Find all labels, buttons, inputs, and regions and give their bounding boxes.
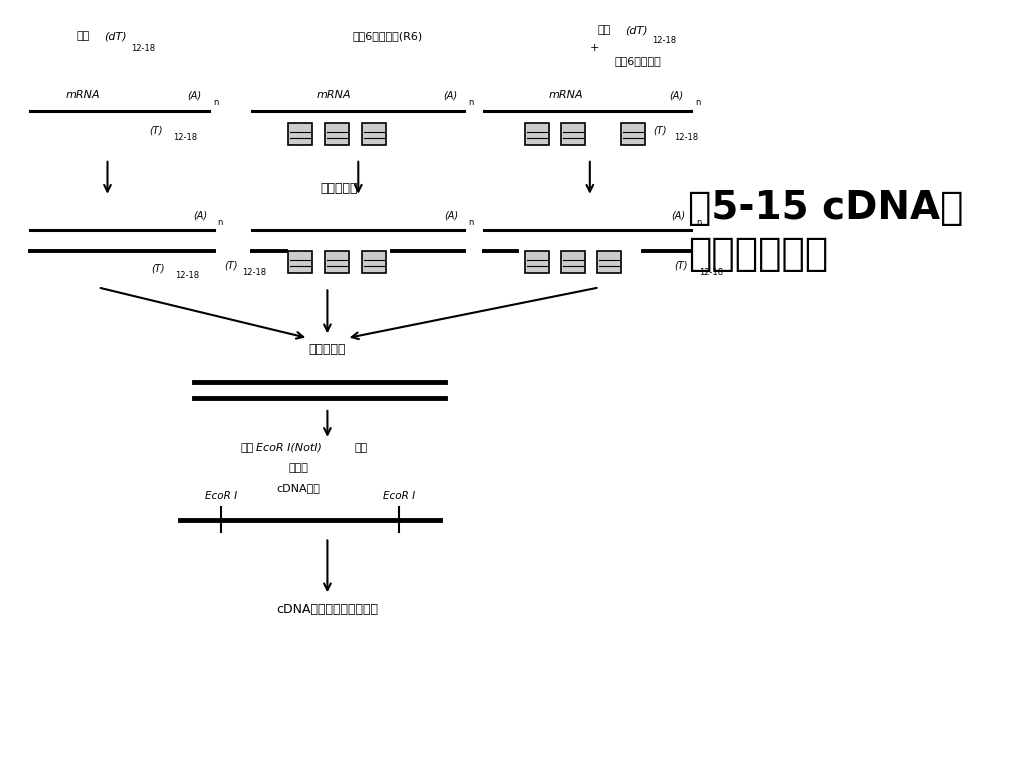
Bar: [361, 251, 386, 273]
Text: 随机6碱基引物: 随机6碱基引物: [614, 56, 662, 66]
Text: (A): (A): [672, 210, 686, 220]
Text: 接头: 接头: [354, 443, 368, 453]
Bar: [325, 251, 349, 273]
Text: n: n: [695, 98, 700, 107]
Text: cDNA分级: cDNA分级: [276, 482, 321, 492]
Text: (dT): (dT): [625, 25, 647, 35]
Text: 第二链合成: 第二链合成: [308, 343, 346, 356]
Text: (A): (A): [670, 90, 684, 100]
Text: (T): (T): [675, 260, 688, 270]
Text: mRNA: mRNA: [549, 90, 583, 100]
Text: EcoR I: EcoR I: [205, 491, 238, 501]
Text: 12-18: 12-18: [131, 44, 156, 53]
Text: +: +: [590, 43, 599, 53]
Text: n: n: [468, 98, 474, 107]
Text: 12-18: 12-18: [242, 268, 266, 277]
Text: n: n: [696, 218, 701, 227]
Text: 12-18: 12-18: [674, 134, 698, 142]
Text: 寡聚: 寡聚: [598, 25, 611, 35]
Text: 随机6碱基引物(R6): 随机6碱基引物(R6): [352, 31, 422, 41]
Bar: [597, 251, 622, 273]
Text: 12-18: 12-18: [173, 134, 197, 142]
Text: mRNA: mRNA: [316, 90, 351, 100]
Bar: [524, 123, 549, 145]
Text: n: n: [218, 218, 223, 227]
Bar: [622, 123, 645, 145]
Text: (A): (A): [443, 210, 458, 220]
Text: (T): (T): [151, 263, 165, 273]
Text: n: n: [213, 98, 218, 107]
Text: n: n: [468, 218, 474, 227]
Text: (T): (T): [148, 126, 163, 136]
Text: 加上: 加上: [241, 443, 254, 453]
Text: 寡聚: 寡聚: [77, 31, 90, 41]
Text: mRNA: mRNA: [67, 90, 100, 100]
Text: EcoR I: EcoR I: [383, 491, 415, 501]
Text: 磷酸化: 磷酸化: [289, 462, 308, 472]
Text: (T): (T): [224, 260, 238, 270]
Text: 第一链合成: 第一链合成: [321, 182, 357, 195]
Bar: [561, 251, 586, 273]
Text: (T): (T): [653, 126, 667, 136]
Text: cDNA合成完毕，准备连接: cDNA合成完毕，准备连接: [276, 603, 379, 616]
Bar: [325, 123, 349, 145]
Text: EcoR I(NotI): EcoR I(NotI): [256, 443, 322, 453]
Text: 12-18: 12-18: [652, 36, 676, 45]
Text: (A): (A): [187, 90, 202, 100]
Text: (A): (A): [442, 90, 457, 100]
Text: 图5-15 cDNA合
成过程示意图: 图5-15 cDNA合 成过程示意图: [688, 189, 964, 273]
Text: (A): (A): [194, 210, 207, 220]
Bar: [289, 251, 312, 273]
Bar: [361, 123, 386, 145]
Text: 12-18: 12-18: [699, 268, 723, 277]
Bar: [561, 123, 586, 145]
Bar: [524, 251, 549, 273]
Bar: [289, 123, 312, 145]
Text: 12-18: 12-18: [175, 271, 200, 280]
Text: (dT): (dT): [103, 31, 127, 41]
